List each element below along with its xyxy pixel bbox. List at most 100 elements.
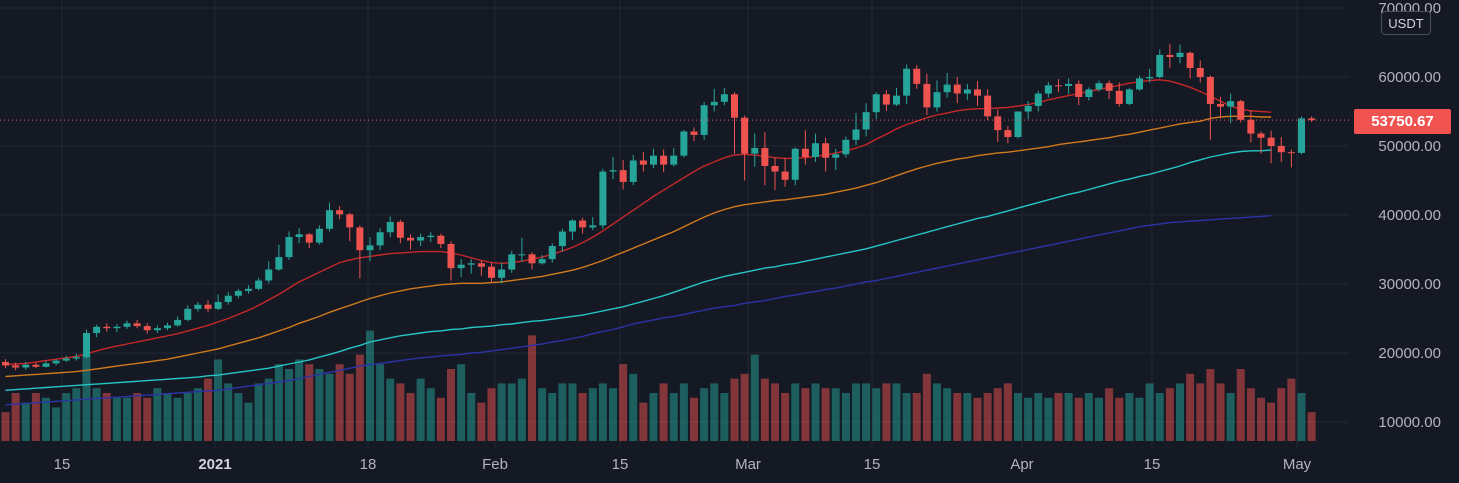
- volume-bar: [507, 383, 516, 441]
- candle-body: [498, 269, 506, 278]
- volume-bar: [325, 373, 334, 441]
- volume-bar: [821, 388, 830, 441]
- candle-body: [963, 89, 971, 94]
- volume-bar: [862, 383, 871, 441]
- volume-bar: [224, 383, 233, 441]
- moving-average-line: [5, 149, 1272, 391]
- candle-body: [72, 357, 80, 359]
- volume-bar: [669, 393, 678, 441]
- volume-bar: [1064, 393, 1073, 441]
- volume-bar: [679, 383, 688, 441]
- candle-body: [275, 257, 283, 270]
- candle-body: [1085, 89, 1093, 98]
- volume-bar: [831, 388, 840, 441]
- volume-bar: [123, 397, 131, 441]
- candle-body: [1298, 118, 1305, 153]
- candle-body: [255, 280, 263, 289]
- volume-bar: [639, 402, 648, 441]
- candle-body: [1227, 101, 1235, 107]
- volume-bar: [467, 393, 476, 441]
- candle-body: [1136, 78, 1143, 90]
- volume-bar: [578, 393, 587, 441]
- volume-bar: [1297, 393, 1306, 441]
- volume-bar: [1074, 397, 1083, 441]
- price-tick-label: 40000.00: [1378, 207, 1441, 224]
- volume-bar: [558, 383, 567, 441]
- candle-body: [407, 237, 414, 241]
- volume-bar: [315, 369, 324, 441]
- candle-body: [1125, 89, 1133, 104]
- volume-bar: [153, 388, 162, 441]
- candle-body: [1166, 54, 1174, 57]
- volume-bar: [852, 383, 860, 441]
- candle-body: [366, 245, 374, 251]
- candle-body: [1024, 105, 1032, 112]
- volume-bar: [264, 378, 273, 441]
- volume-bar: [811, 383, 820, 441]
- volume-bar: [943, 388, 952, 441]
- candle-body: [103, 326, 111, 329]
- candle-body: [670, 155, 678, 165]
- candle-body: [184, 308, 192, 320]
- candle-body: [295, 234, 303, 238]
- volume-bar: [912, 393, 921, 441]
- volume-bar: [1196, 383, 1205, 441]
- volume-bar: [183, 393, 192, 441]
- candle-body: [52, 360, 60, 364]
- candle-body: [629, 160, 637, 182]
- candle-body: [1257, 133, 1265, 138]
- candle-body: [1105, 83, 1113, 91]
- volume-bar: [710, 383, 719, 441]
- volume-bar: [740, 373, 749, 441]
- candle-body: [346, 214, 354, 228]
- volume-bar: [11, 393, 20, 441]
- moving-average-line: [5, 215, 1272, 406]
- volume-bar: [376, 364, 385, 441]
- volume-bar: [760, 378, 769, 441]
- volume-bar: [143, 397, 152, 441]
- candle-body: [538, 259, 546, 264]
- candle-body: [893, 95, 900, 105]
- time-axis[interactable]: 15 2021 18 Feb 15 Mar 15 Apr 15 May: [54, 456, 1312, 473]
- moving-average-lines: [5, 79, 1272, 406]
- candle-body: [882, 94, 890, 105]
- candle-body: [994, 116, 1002, 131]
- time-tick-label: 18: [360, 456, 377, 473]
- candle-body: [579, 220, 587, 228]
- candle-body: [12, 365, 20, 368]
- candle-body: [488, 266, 495, 278]
- candle-body: [224, 295, 232, 302]
- candle-body: [548, 246, 556, 260]
- candle-body: [1196, 68, 1204, 77]
- volume-bar: [1246, 388, 1255, 441]
- volume-bar: [1125, 393, 1134, 441]
- volume-bar: [922, 373, 931, 441]
- volume-bar: [1105, 388, 1114, 441]
- volume-bar: [1024, 397, 1033, 441]
- candle-body: [1044, 85, 1052, 94]
- candle-body: [872, 94, 880, 113]
- quote-currency-badge[interactable]: USDT: [1381, 11, 1431, 35]
- candle-body: [1075, 83, 1083, 98]
- volume-bar: [1287, 378, 1296, 441]
- volume-bar: [1014, 393, 1022, 441]
- time-tick-label: Feb: [482, 456, 508, 473]
- volume-bar: [254, 383, 263, 441]
- candle-body: [1034, 93, 1042, 106]
- volume-bar: [1054, 393, 1063, 441]
- candle-body: [1065, 83, 1073, 86]
- candle-body: [852, 129, 860, 140]
- volume-bar: [274, 364, 283, 441]
- candle-body: [153, 328, 161, 331]
- volume-bar: [659, 383, 668, 441]
- volume-bar: [730, 378, 739, 441]
- candle-body: [771, 166, 779, 172]
- volume-bar: [366, 330, 374, 441]
- price-tick-label: 60000.00: [1378, 69, 1441, 86]
- volume-bar: [295, 359, 304, 441]
- candle-body: [417, 237, 425, 241]
- candle-body: [214, 301, 222, 309]
- candle-body: [751, 148, 759, 154]
